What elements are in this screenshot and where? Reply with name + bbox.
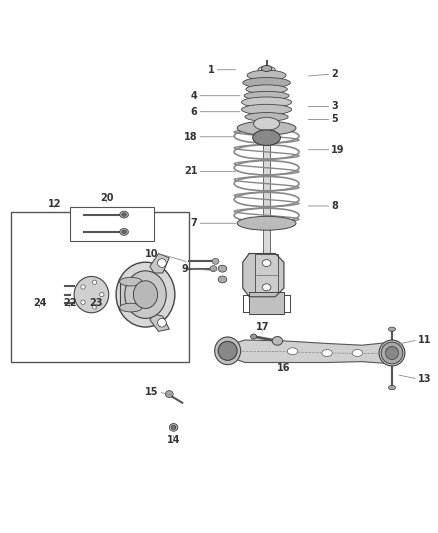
Ellipse shape xyxy=(158,318,166,327)
Ellipse shape xyxy=(212,259,219,264)
Ellipse shape xyxy=(245,112,288,121)
Text: 14: 14 xyxy=(167,435,180,446)
Ellipse shape xyxy=(74,277,109,313)
Ellipse shape xyxy=(122,213,126,216)
Ellipse shape xyxy=(251,334,257,339)
Text: 22: 22 xyxy=(63,298,77,308)
Ellipse shape xyxy=(385,346,399,359)
Text: 6: 6 xyxy=(191,107,198,117)
Bar xyxy=(254,254,279,293)
Ellipse shape xyxy=(246,85,287,93)
Text: 8: 8 xyxy=(332,201,338,211)
Text: 15: 15 xyxy=(145,387,159,397)
Text: 19: 19 xyxy=(332,145,345,155)
Polygon shape xyxy=(228,340,392,364)
Text: 20: 20 xyxy=(100,193,113,203)
Ellipse shape xyxy=(243,77,290,88)
Ellipse shape xyxy=(389,327,396,332)
Text: 9: 9 xyxy=(182,264,189,273)
Ellipse shape xyxy=(379,340,405,366)
Ellipse shape xyxy=(120,229,128,236)
Text: 21: 21 xyxy=(184,166,198,176)
Text: 7: 7 xyxy=(191,218,198,228)
Ellipse shape xyxy=(218,276,227,283)
Ellipse shape xyxy=(171,425,176,429)
Ellipse shape xyxy=(261,66,272,71)
Text: 5: 5 xyxy=(332,115,338,125)
Ellipse shape xyxy=(241,104,292,115)
Bar xyxy=(70,207,154,241)
Text: 4: 4 xyxy=(191,91,198,101)
Ellipse shape xyxy=(92,280,97,285)
Ellipse shape xyxy=(120,277,142,286)
Bar xyxy=(120,281,142,308)
Ellipse shape xyxy=(218,265,227,272)
Ellipse shape xyxy=(218,341,237,360)
Ellipse shape xyxy=(166,391,173,398)
Ellipse shape xyxy=(352,350,363,357)
Text: 16: 16 xyxy=(277,363,291,373)
Ellipse shape xyxy=(116,262,175,327)
Polygon shape xyxy=(150,314,169,332)
Ellipse shape xyxy=(262,284,271,290)
Ellipse shape xyxy=(322,350,332,357)
Ellipse shape xyxy=(287,348,298,355)
Polygon shape xyxy=(150,254,169,273)
Text: 13: 13 xyxy=(418,374,431,384)
Bar xyxy=(263,132,270,254)
Ellipse shape xyxy=(381,342,403,364)
Polygon shape xyxy=(243,254,284,297)
Ellipse shape xyxy=(272,336,283,345)
Ellipse shape xyxy=(169,424,178,431)
Ellipse shape xyxy=(120,211,128,218)
Ellipse shape xyxy=(125,271,166,318)
Ellipse shape xyxy=(237,216,296,230)
Ellipse shape xyxy=(253,130,280,146)
Bar xyxy=(249,293,284,314)
Text: 18: 18 xyxy=(184,132,198,142)
Ellipse shape xyxy=(100,293,104,297)
Bar xyxy=(11,213,189,361)
Ellipse shape xyxy=(215,337,240,365)
Ellipse shape xyxy=(120,303,142,312)
Text: 10: 10 xyxy=(145,248,159,259)
Ellipse shape xyxy=(81,285,85,289)
Text: 24: 24 xyxy=(33,298,46,308)
Ellipse shape xyxy=(389,385,396,390)
Ellipse shape xyxy=(92,305,97,309)
Ellipse shape xyxy=(122,230,126,233)
Ellipse shape xyxy=(134,281,158,309)
Ellipse shape xyxy=(241,97,292,107)
Ellipse shape xyxy=(254,117,279,130)
Ellipse shape xyxy=(247,70,286,80)
Ellipse shape xyxy=(210,265,217,272)
Text: 17: 17 xyxy=(255,322,269,332)
Text: 11: 11 xyxy=(418,335,431,345)
Ellipse shape xyxy=(81,300,85,304)
Text: 1: 1 xyxy=(208,64,215,75)
Ellipse shape xyxy=(262,260,271,266)
Text: 12: 12 xyxy=(48,199,61,209)
Ellipse shape xyxy=(258,66,275,73)
Ellipse shape xyxy=(158,259,166,268)
Ellipse shape xyxy=(244,91,289,100)
Text: 23: 23 xyxy=(89,298,102,308)
Text: 3: 3 xyxy=(332,101,338,111)
Text: 2: 2 xyxy=(332,69,338,79)
Ellipse shape xyxy=(237,121,296,135)
